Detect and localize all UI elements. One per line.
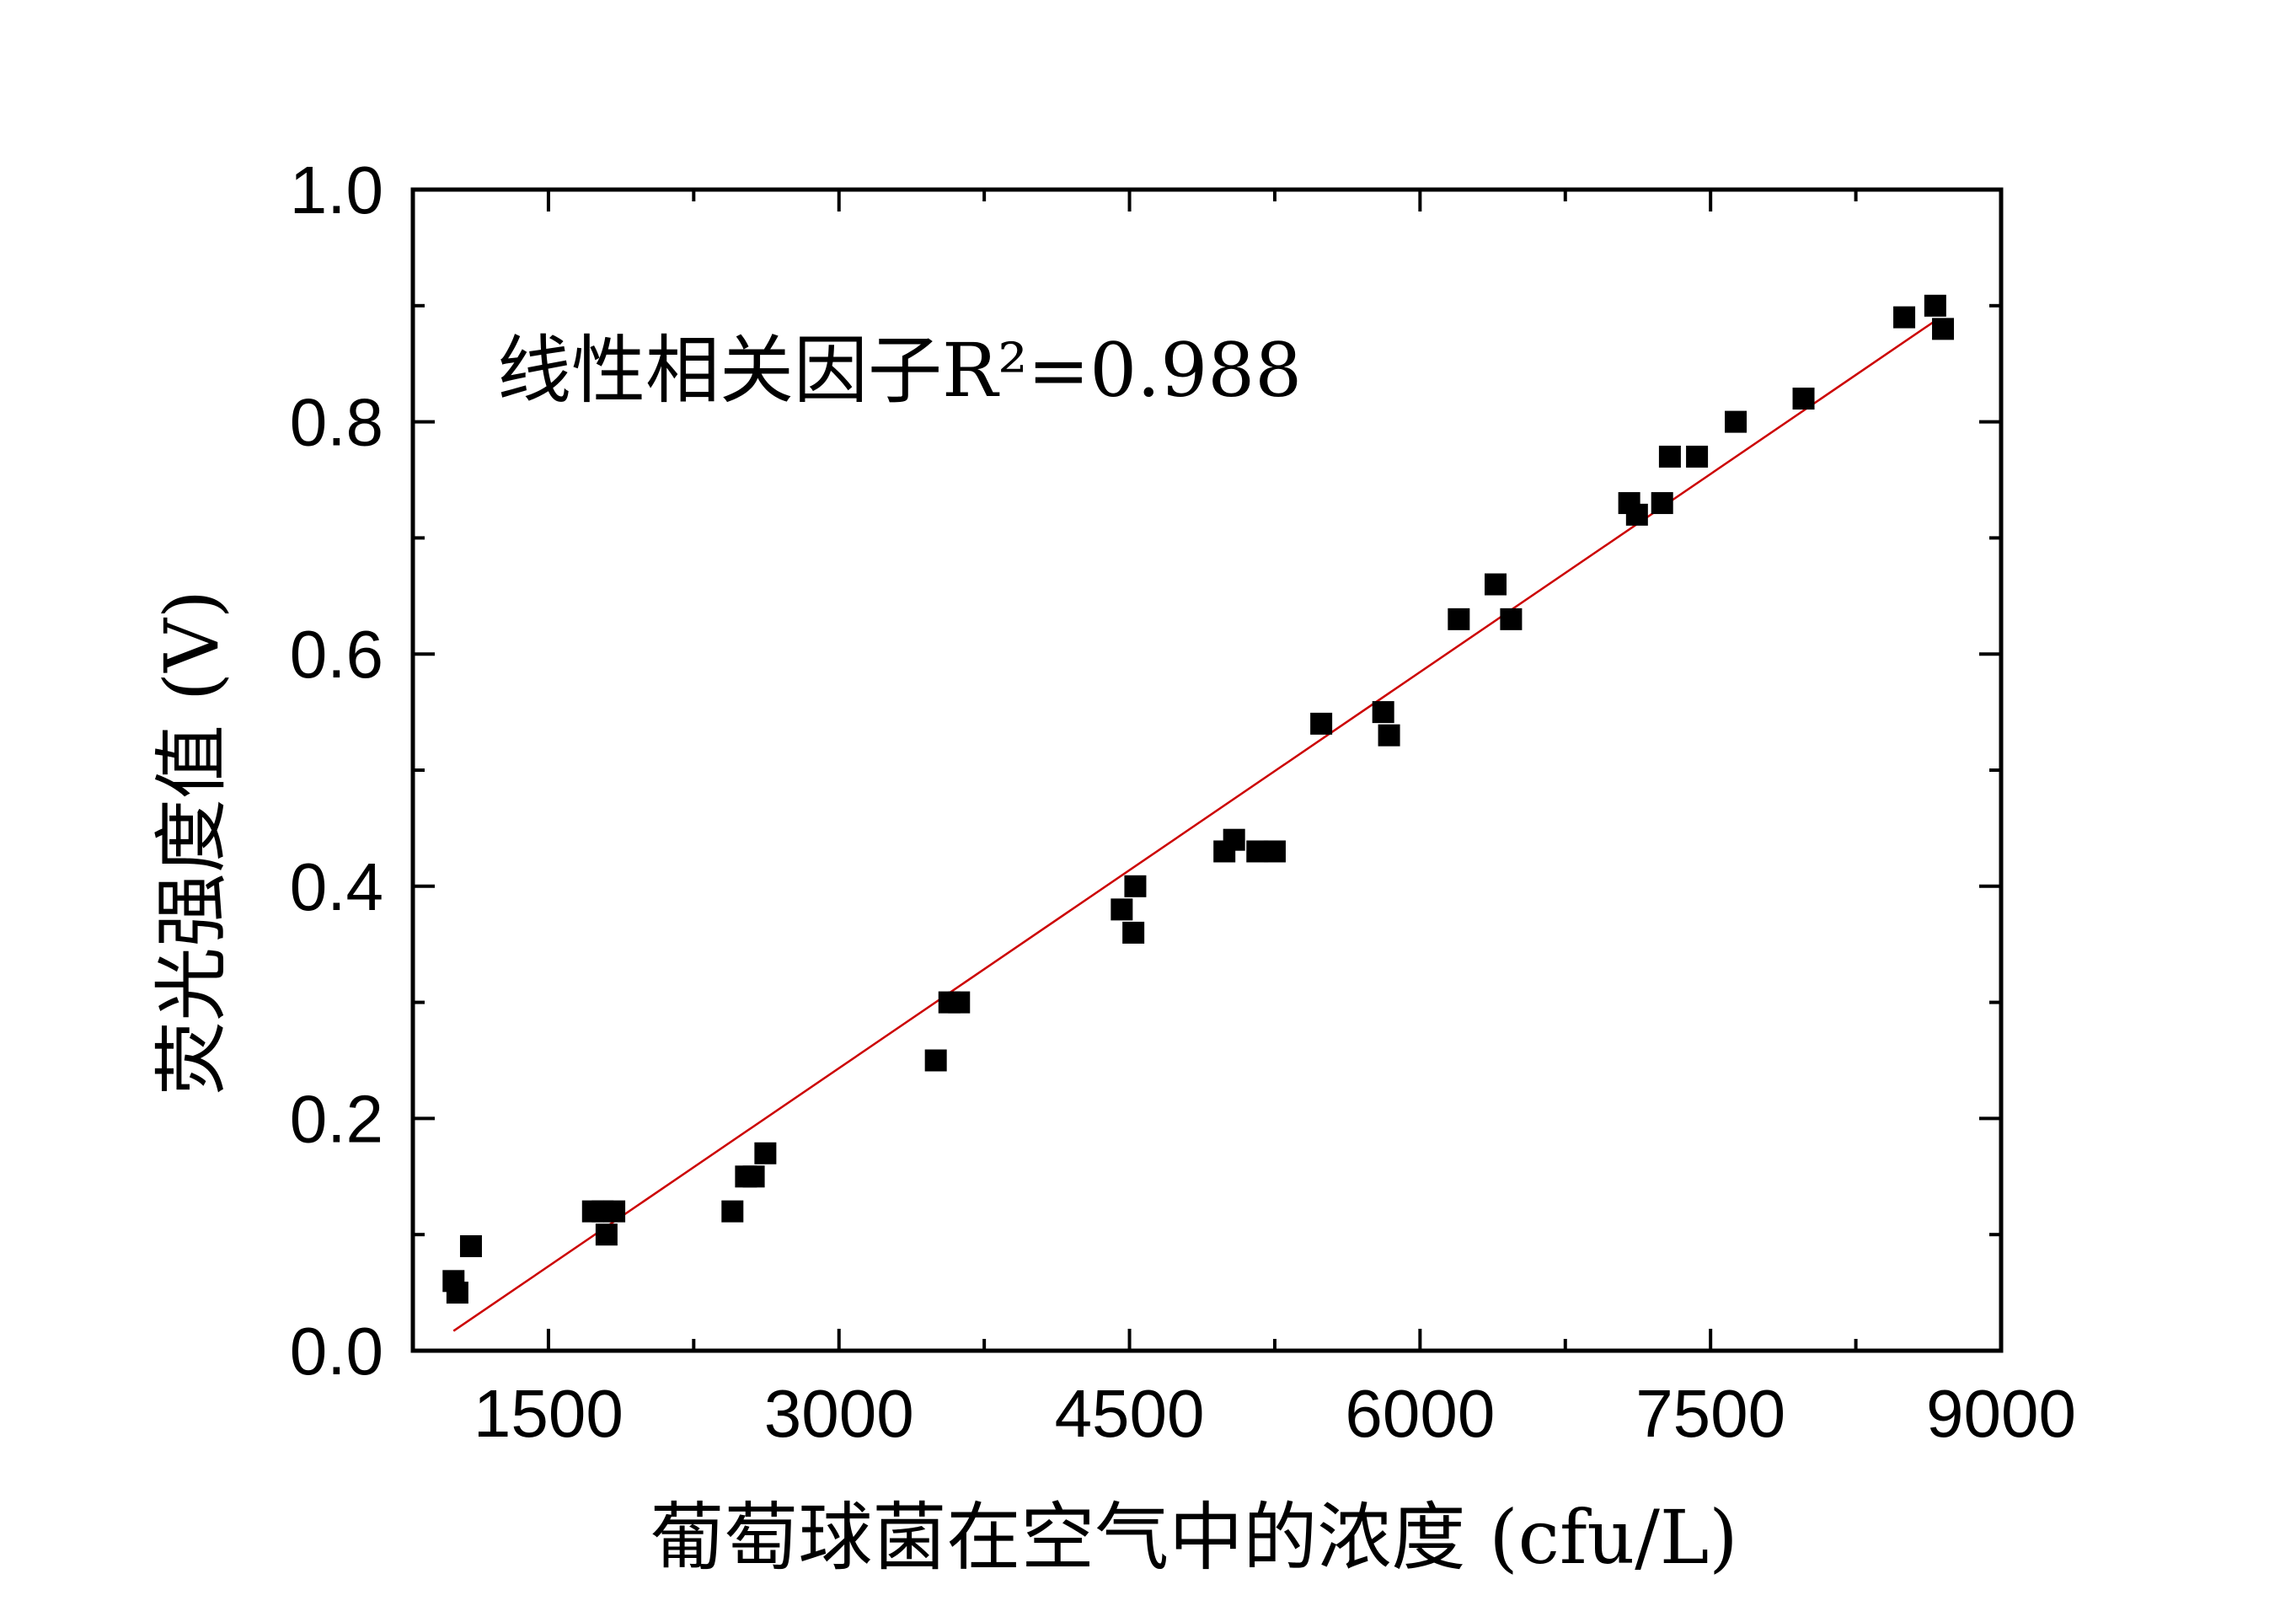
x-tick-label: 9000 bbox=[1926, 1376, 2076, 1451]
x-tick-label: 4500 bbox=[1055, 1376, 1205, 1451]
data-point bbox=[1725, 410, 1747, 433]
fit-line-layer bbox=[452, 319, 1936, 1332]
data-point bbox=[754, 1142, 777, 1164]
axes-frame bbox=[410, 187, 2004, 1353]
y-axis-title: 荧光强度值 (V) bbox=[148, 590, 235, 1095]
data-point bbox=[603, 1200, 626, 1223]
data-point bbox=[1625, 503, 1648, 526]
data-point bbox=[1658, 445, 1681, 468]
tick-labels-layer: 1500 3000 4500 6000 7500 9000 0.0 0.2 0.4 0.6 0.8 1… bbox=[290, 153, 2076, 1451]
data-point bbox=[1651, 492, 1673, 515]
data-point bbox=[1792, 388, 1815, 410]
data-point bbox=[1263, 840, 1286, 863]
x-tick-label: 3000 bbox=[764, 1376, 914, 1451]
data-point bbox=[1124, 875, 1147, 897]
data-point bbox=[1310, 712, 1333, 735]
data-point bbox=[1686, 445, 1709, 468]
data-point bbox=[924, 1049, 947, 1072]
data-point bbox=[446, 1282, 468, 1304]
data-point bbox=[1378, 724, 1400, 747]
data-point bbox=[459, 1234, 482, 1257]
data-point bbox=[1924, 294, 1946, 317]
x-tick-label: 1500 bbox=[474, 1376, 624, 1451]
data-point bbox=[1223, 828, 1245, 851]
y-tick-label: 0.2 bbox=[290, 1081, 383, 1156]
y-tick-label: 0.8 bbox=[290, 385, 383, 460]
data-point bbox=[742, 1165, 765, 1188]
r-squared-annotation: 线性相关因子R²=0.988 bbox=[497, 327, 1302, 414]
data-point bbox=[1932, 318, 1955, 340]
data-point bbox=[1122, 921, 1145, 944]
data-point bbox=[1500, 608, 1523, 630]
data-point bbox=[1111, 898, 1133, 921]
y-tick-label: 0.4 bbox=[290, 849, 383, 924]
data-point bbox=[948, 991, 971, 1014]
x-tick-label: 6000 bbox=[1345, 1376, 1495, 1451]
y-tick-label: 1.0 bbox=[290, 153, 383, 228]
data-point bbox=[595, 1223, 618, 1246]
data-point bbox=[1448, 608, 1470, 630]
linear-fit-line bbox=[452, 319, 1936, 1332]
data-point bbox=[721, 1200, 744, 1223]
x-axis-title: 葡萄球菌在空气中的浓度 (cfu/L) bbox=[650, 1494, 1737, 1581]
data-points-layer bbox=[442, 294, 1955, 1304]
data-point bbox=[1485, 573, 1507, 596]
y-tick-label: 0.0 bbox=[290, 1314, 383, 1389]
data-point bbox=[1372, 701, 1394, 724]
data-point bbox=[1893, 306, 1916, 329]
y-tick-label: 0.6 bbox=[290, 617, 383, 692]
x-tick-label: 7500 bbox=[1635, 1376, 1785, 1451]
